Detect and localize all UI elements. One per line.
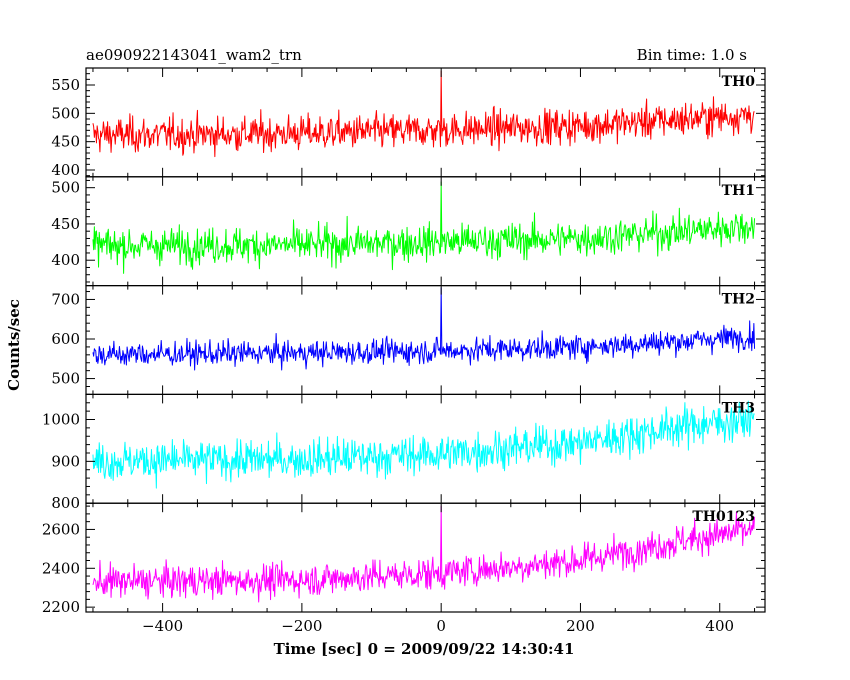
panel-th3: 800 900 1000 TH3: [42, 393, 766, 512]
y-tick-label: 600: [51, 330, 80, 348]
y-tick-label: 700: [51, 290, 80, 308]
series-line-th3: [92, 400, 755, 489]
y-tick-label: 500: [51, 370, 80, 388]
x-axis: −400 −200 0 200 400: [142, 617, 734, 635]
panel-th2: 500 600 700 TH2: [51, 285, 766, 396]
y-tick-label: 450: [51, 133, 80, 151]
x-tick-label: −400: [142, 617, 183, 635]
y-tick-label: 800: [51, 494, 80, 512]
panel-frame: [85, 285, 766, 396]
panel-label-th0: TH0: [722, 74, 756, 90]
y-tick-label: 500: [51, 104, 80, 122]
x-tick-label: −200: [281, 617, 322, 635]
x-tick-label: 200: [566, 617, 595, 635]
x-axis-label: Time [sec] 0 = 2009/09/22 14:30:41: [274, 640, 575, 658]
bin-time-label: Bin time: 1.0 s: [637, 46, 747, 64]
x-tick-label: 400: [705, 617, 734, 635]
y-axis-label: Counts/sec: [5, 299, 23, 391]
y-tick-label: 2200: [42, 598, 80, 616]
panel-label-th1: TH1: [722, 183, 755, 199]
panel-label-th3: TH3: [722, 400, 755, 416]
panels-group: 400 450 500 550 TH0 400 450 500 TH1 500 600 700 TH2 8…: [42, 67, 766, 616]
y-tick-label: 400: [51, 161, 80, 179]
y-tick-label: 1000: [42, 411, 80, 429]
series-line-th2: [92, 287, 756, 371]
y-tick-label: 550: [51, 76, 80, 94]
y-tick-label: 500: [51, 179, 80, 197]
y-tick-label: 900: [51, 452, 80, 470]
y-tick-label: 2600: [42, 520, 80, 538]
y-tick-label: 450: [51, 215, 80, 233]
panel-frame: [85, 502, 766, 613]
series-line-th1: [92, 181, 756, 274]
series-line-th0123: [92, 505, 756, 603]
panel-th1: 400 450 500 TH1: [51, 176, 766, 287]
panel-th0: 400 450 500 550 TH0: [51, 67, 766, 179]
panel-label-th0123: TH0123: [692, 509, 755, 525]
y-tick-label: 2400: [42, 559, 80, 577]
chart-title: ae090922143041_wam2_trn: [86, 46, 302, 64]
x-tick-label: 0: [436, 617, 446, 635]
series-line-th0: [92, 70, 755, 158]
y-tick-label: 400: [51, 251, 80, 269]
panel-label-th2: TH2: [722, 292, 755, 308]
panel-th0123: 2200 2400 2600 TH0123: [42, 502, 766, 616]
